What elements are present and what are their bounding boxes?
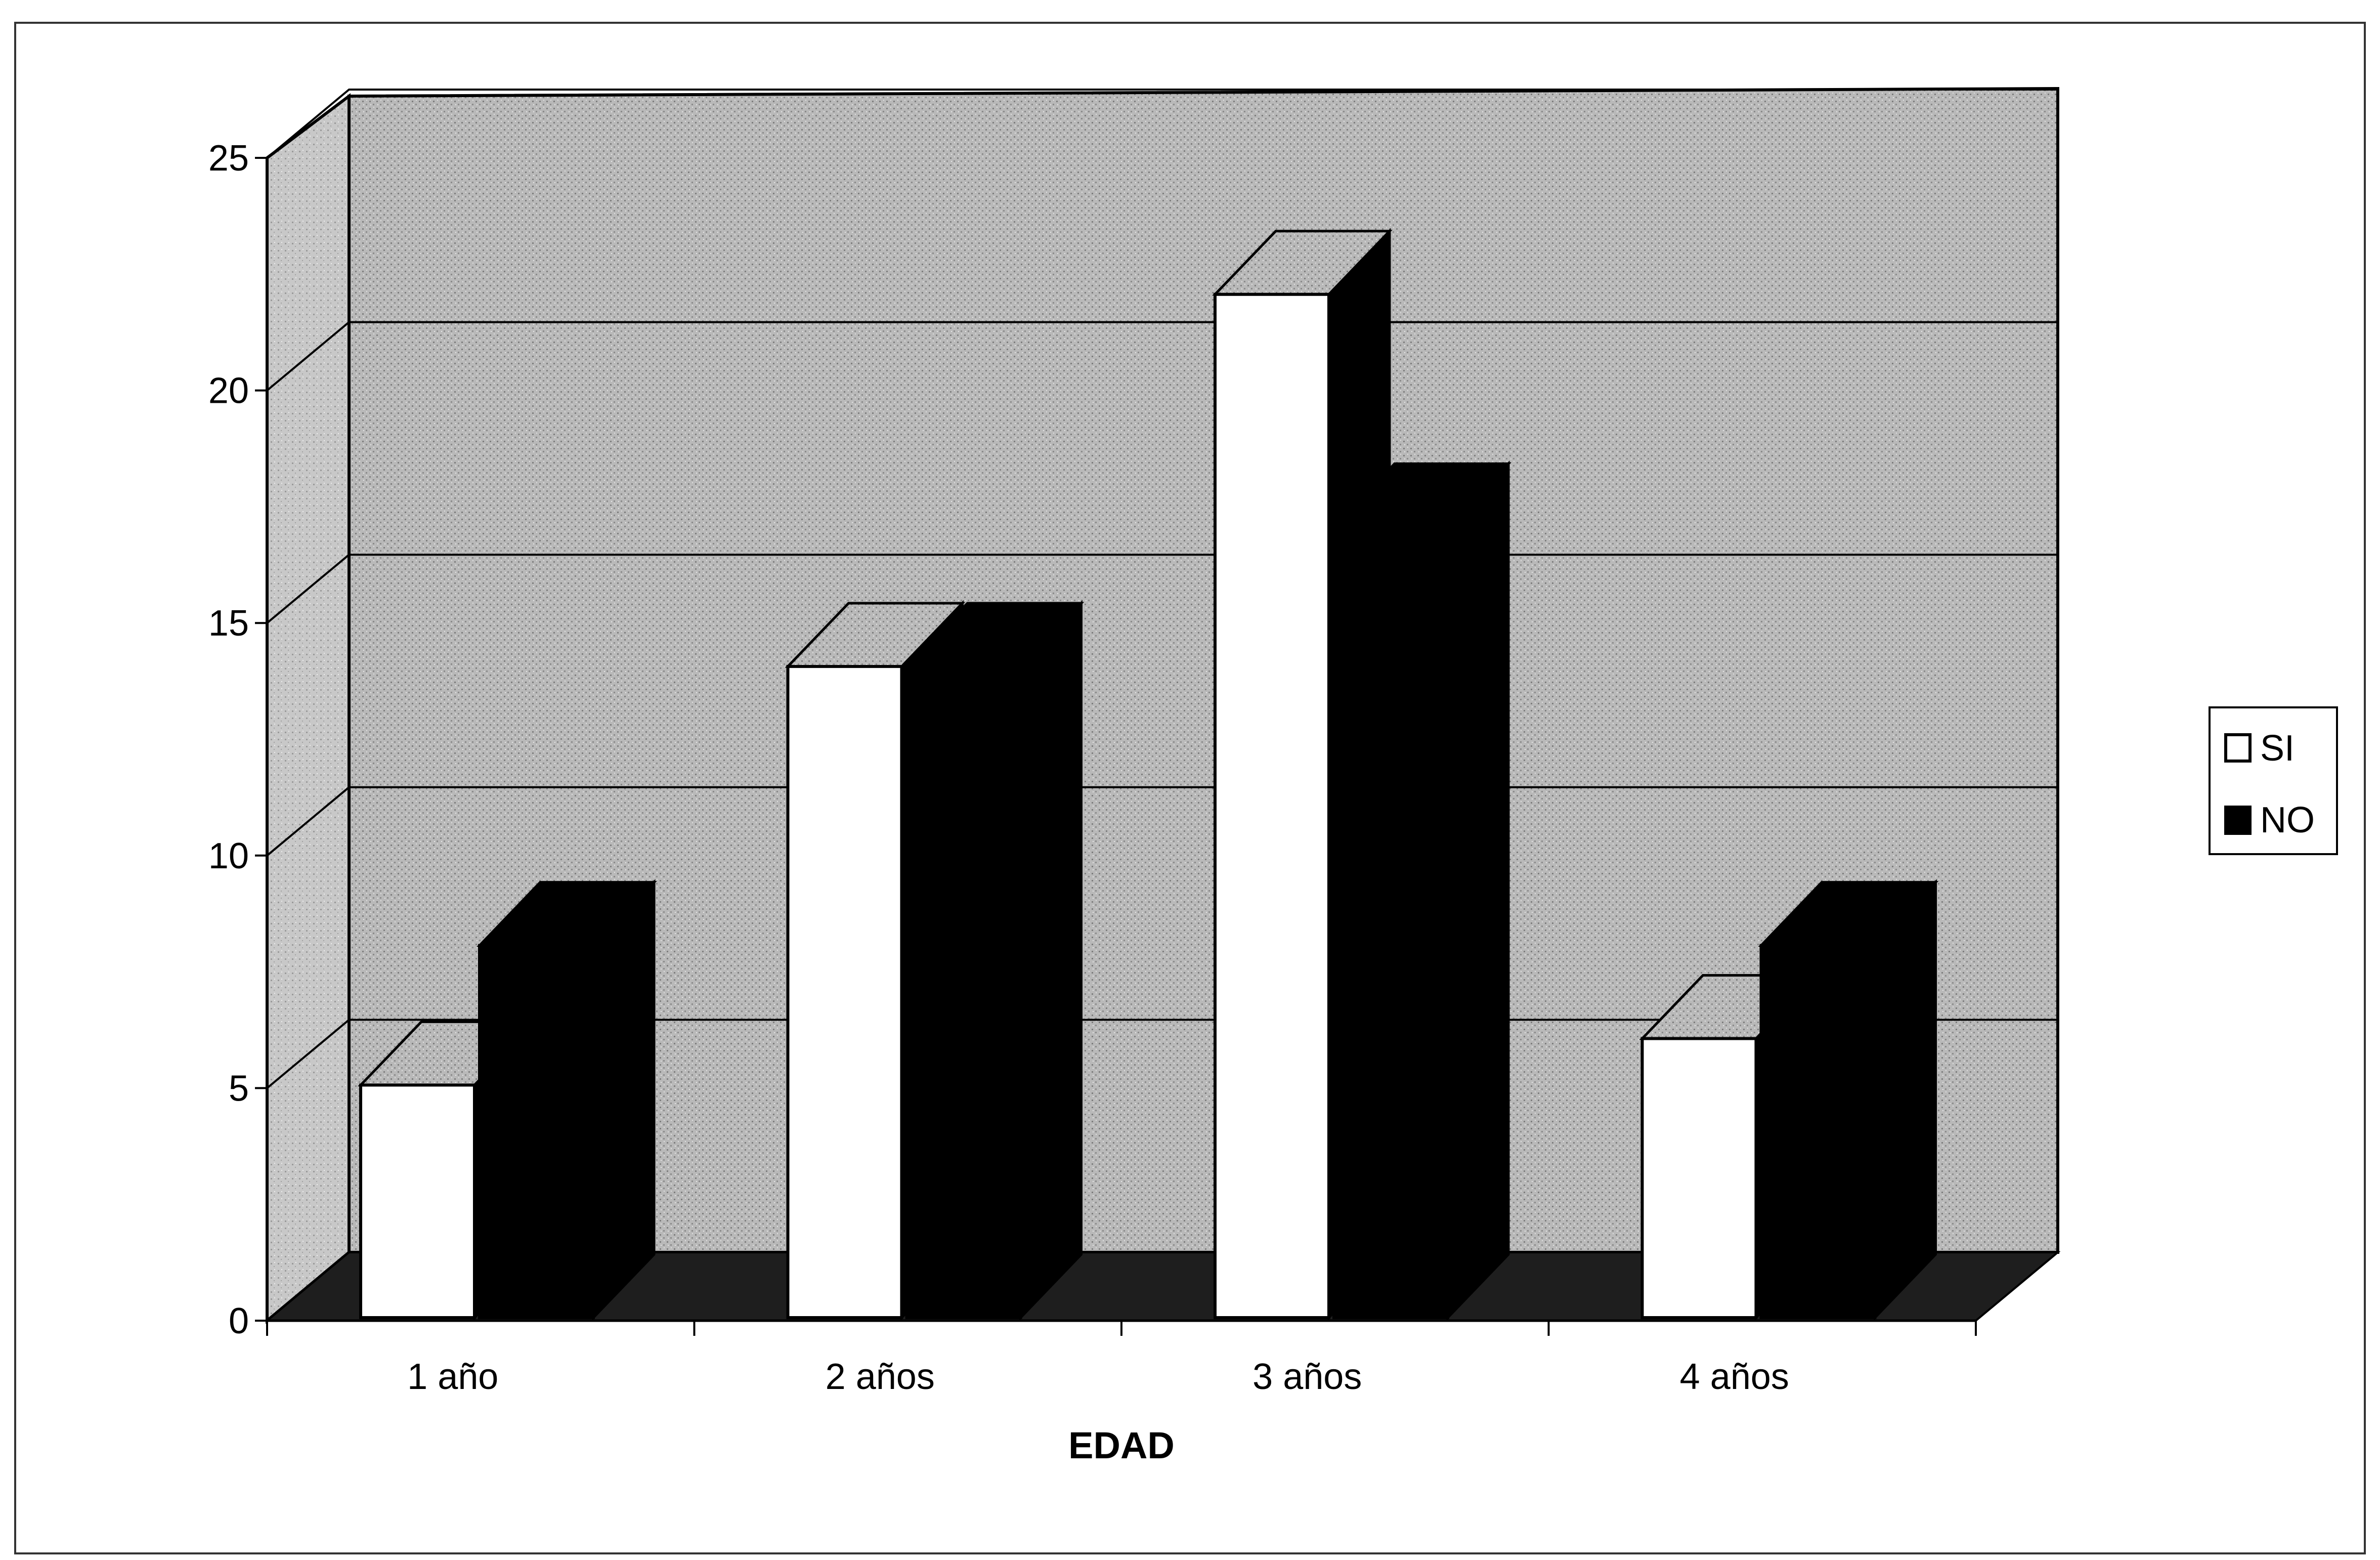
x-axis: 1 año 2 años 3 años 4 años bbox=[266, 1319, 1977, 1397]
bar-no-4 bbox=[1758, 879, 1939, 1321]
bar-no-3 bbox=[1331, 460, 1511, 1321]
bar-front-face bbox=[905, 665, 1022, 1319]
x-tick-label: 4 años bbox=[1680, 1357, 1789, 1397]
y-tick-label: 10 bbox=[208, 836, 249, 876]
bar-front-face bbox=[359, 1083, 476, 1319]
x-tick-label: 1 año bbox=[407, 1357, 498, 1397]
legend: SI NO bbox=[2209, 706, 2338, 855]
y-tick-label: 0 bbox=[229, 1301, 249, 1341]
legend-label-si: SI bbox=[2260, 728, 2295, 769]
x-tick-label: 3 años bbox=[1252, 1357, 1362, 1397]
bar-side-face bbox=[1019, 600, 1083, 1321]
bar-side-face bbox=[1446, 460, 1510, 1321]
bar-side-face bbox=[1874, 879, 1937, 1321]
bar-front-face bbox=[786, 665, 903, 1319]
bar-front-face bbox=[1640, 1037, 1758, 1319]
y-tick-label: 20 bbox=[208, 371, 249, 411]
bar-front-face bbox=[1332, 525, 1449, 1319]
legend-label-no: NO bbox=[2260, 800, 2315, 840]
x-tick-label: 2 años bbox=[826, 1357, 935, 1397]
bars bbox=[358, 228, 1939, 1321]
gridline bbox=[266, 321, 2058, 392]
bar-side-face bbox=[592, 879, 656, 1321]
legend-swatch-si bbox=[2224, 733, 2252, 763]
y-tick-label: 25 bbox=[208, 138, 249, 179]
bar-front-face bbox=[478, 944, 595, 1319]
bar-no-2 bbox=[903, 600, 1085, 1321]
y-tick-label: 15 bbox=[208, 603, 249, 644]
bar-front-face bbox=[1214, 292, 1330, 1319]
y-tick-label: 5 bbox=[229, 1068, 249, 1109]
legend-swatch-no bbox=[2224, 806, 2252, 835]
gridline bbox=[266, 89, 2058, 159]
y-axis: 0 5 10 15 20 25 bbox=[208, 138, 269, 1341]
bar-no-1 bbox=[477, 879, 657, 1321]
side-wall bbox=[266, 93, 351, 1324]
bar-front-face bbox=[1759, 944, 1877, 1319]
x-axis-title: EDAD bbox=[1068, 1424, 1175, 1466]
